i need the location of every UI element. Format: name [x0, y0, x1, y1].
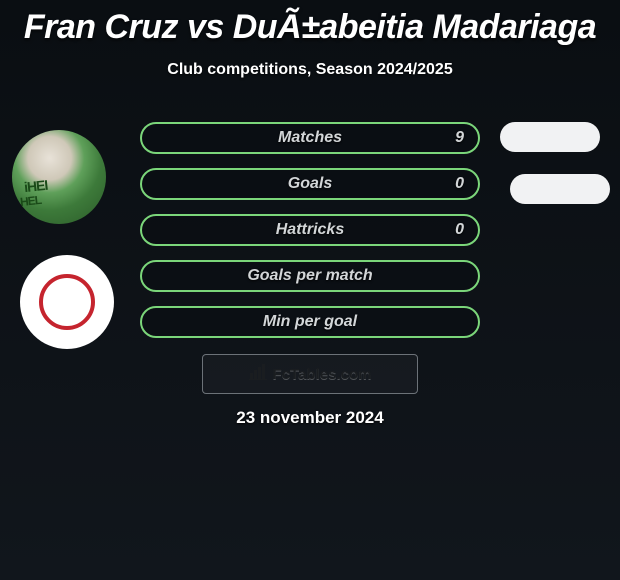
stat-value: 0 — [455, 175, 464, 193]
date-text: 23 november 2024 — [236, 408, 383, 428]
stat-label: Goals per match — [247, 267, 372, 285]
comparison-card: Fran Cruz vs DuÃ±abeitia Madariaga Club … — [0, 0, 620, 580]
opponent-chip-matches — [500, 122, 600, 152]
stat-row-min-per-goal: Min per goal — [140, 306, 480, 338]
opponent-chip-goals — [510, 174, 610, 204]
bar-chart-icon — [249, 364, 267, 385]
stat-row-goals-per-match: Goals per match — [140, 260, 480, 292]
stat-label: Matches — [278, 129, 342, 147]
brand-text: FcTables.com — [273, 366, 372, 383]
brand-box: FcTables.com — [202, 354, 418, 394]
player1-avatar: iHEI HEL — [12, 130, 106, 224]
stat-label: Min per goal — [263, 313, 357, 331]
stats-rows: Matches 9 Goals 0 Hattricks 0 Goals per … — [140, 122, 480, 352]
crest-ring-text: CULTURAL LEONESA — [43, 278, 91, 326]
page-title: Fran Cruz vs DuÃ±abeitia Madariaga — [0, 0, 620, 47]
player2-club-crest: CULTURAL LEONESA — [20, 255, 114, 349]
stat-row-goals: Goals 0 — [140, 168, 480, 200]
stat-value: 0 — [455, 221, 464, 239]
stat-row-matches: Matches 9 — [140, 122, 480, 154]
stat-label: Hattricks — [276, 221, 344, 239]
subtitle: Club competitions, Season 2024/2025 — [0, 61, 620, 79]
stat-label: Goals — [288, 175, 332, 193]
svg-text:CULTURAL: CULTURAL — [52, 281, 83, 291]
stat-value: 9 — [455, 129, 464, 147]
svg-text:LEONESA: LEONESA — [53, 314, 81, 323]
crest-ring: CULTURAL LEONESA — [39, 274, 95, 330]
stat-row-hattricks: Hattricks 0 — [140, 214, 480, 246]
player1-shirt-text-2: HEL — [19, 193, 41, 209]
